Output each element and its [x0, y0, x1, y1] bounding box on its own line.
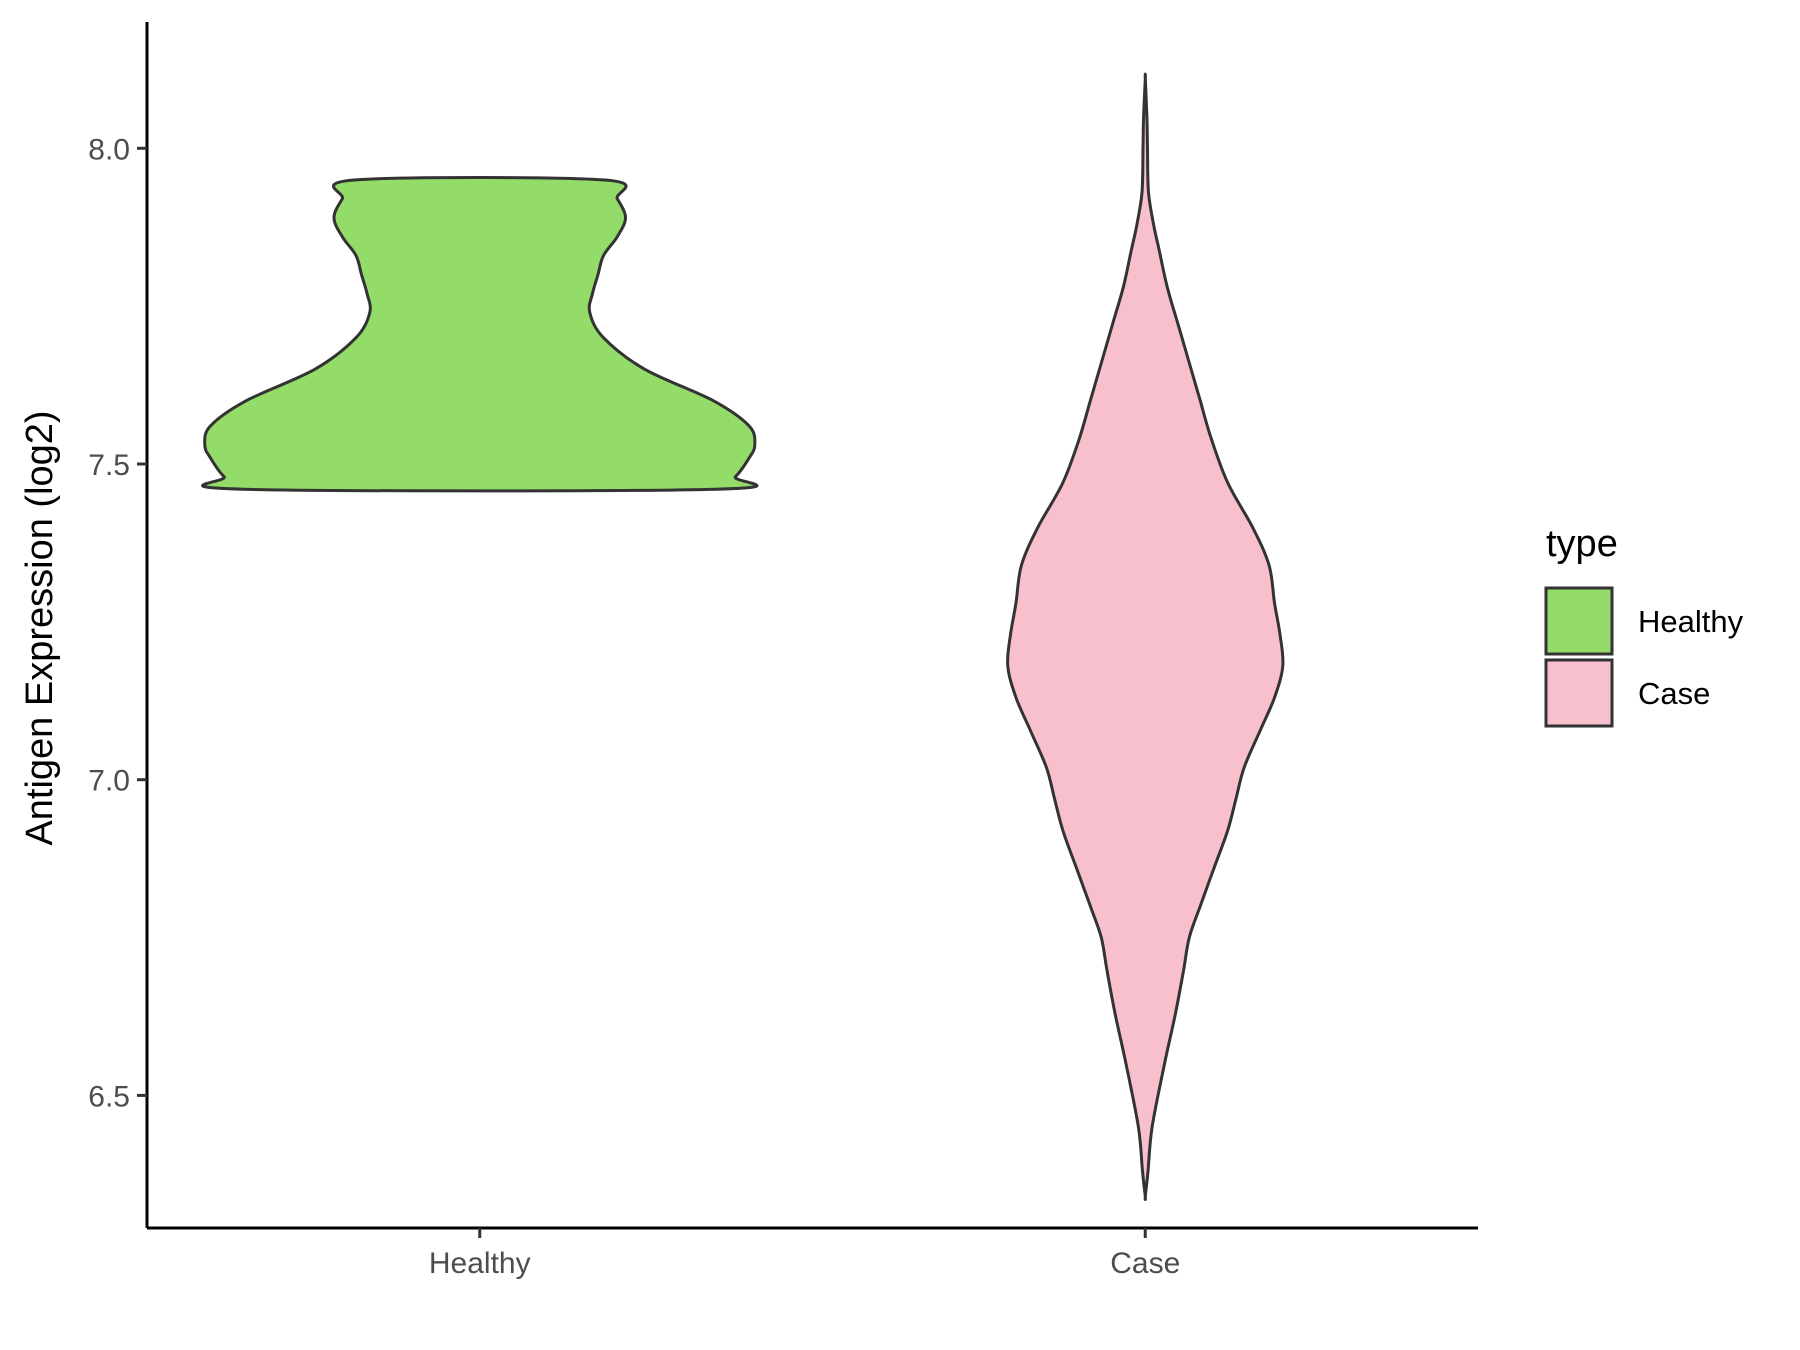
x-axis-ticks: Healthy Case — [429, 1228, 1180, 1280]
violin-healthy — [201, 176, 759, 493]
legend: type Healthy Case — [1544, 523, 1744, 728]
x-tick-label: Healthy — [429, 1247, 531, 1280]
legend-key-healthy — [1544, 586, 1614, 656]
violin-case — [1006, 72, 1285, 1202]
y-tick-label: 7.0 — [88, 765, 130, 798]
y-axis-ticks: 6.5 7.0 7.5 8.0 — [88, 133, 147, 1113]
plot-area — [201, 72, 1285, 1202]
y-axis-title: Antigen Expression (log2) — [19, 410, 61, 845]
y-tick-label: 8.0 — [88, 133, 130, 166]
y-tick-label: 6.5 — [88, 1080, 130, 1113]
y-tick-label: 7.5 — [88, 449, 130, 482]
legend-title: type — [1546, 523, 1618, 565]
legend-key-case — [1544, 658, 1614, 728]
x-tick-label: Case — [1110, 1247, 1180, 1280]
legend-label: Case — [1638, 676, 1710, 711]
legend-label: Healthy — [1638, 604, 1744, 639]
